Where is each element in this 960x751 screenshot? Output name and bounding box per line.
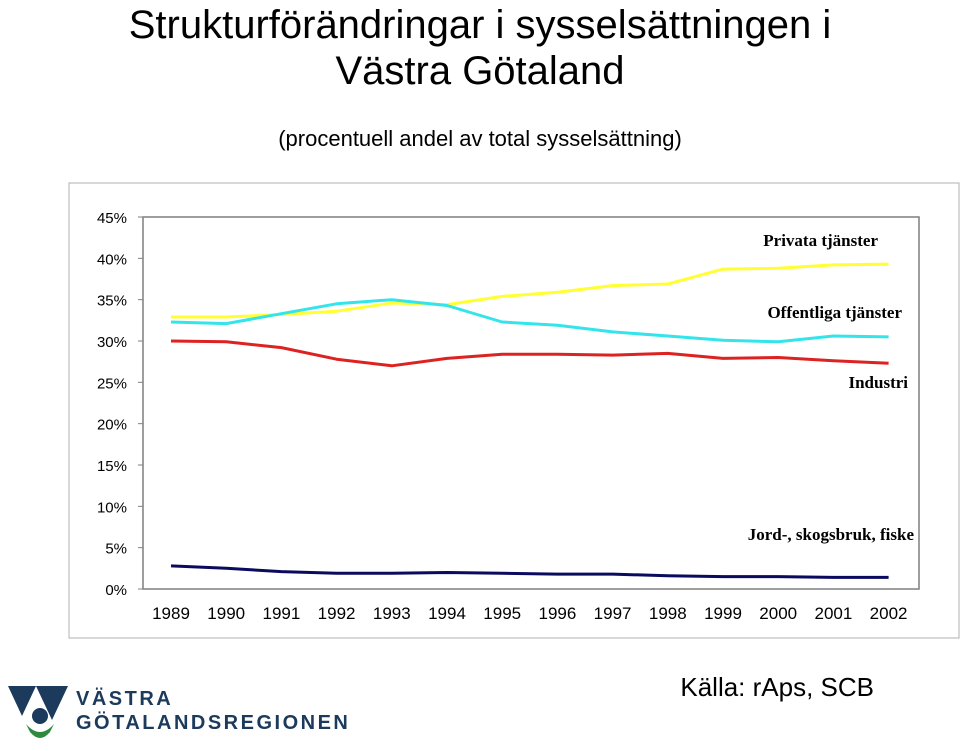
y-tick-label: 25%	[97, 375, 127, 392]
x-tick-label: 2002	[870, 604, 908, 623]
chart-series	[170, 262, 889, 579]
y-tick-label: 30%	[97, 334, 127, 351]
y-tick-label: 40%	[97, 251, 127, 268]
series-label: Industri	[848, 373, 908, 392]
line-chart: 0% 5% 10% 15% 20% 25% 30% 35% 40% 45% 1989 1990 1991…	[68, 182, 960, 639]
x-tick-label: 1992	[318, 604, 356, 623]
y-tick-label: 10%	[97, 499, 127, 516]
x-tick-label: 1989	[152, 604, 190, 623]
x-tick-label: 1993	[373, 604, 411, 623]
y-tick-label: 20%	[97, 417, 127, 434]
series-label: Privata tjänster	[763, 231, 878, 250]
series-line	[171, 262, 889, 319]
x-tick-label: 1996	[538, 604, 576, 623]
logo-mark-icon	[8, 686, 68, 738]
title-line-2: Västra Götaland	[335, 49, 625, 93]
y-tick-label: 0%	[105, 582, 127, 599]
chart-series-labels: Privata tjänster Offentliga tjänster Indus…	[748, 231, 915, 544]
x-tick-label: 1998	[649, 604, 687, 623]
chart-frame	[68, 182, 960, 639]
region-logo: VÄSTRA GÖTALANDSREGIONEN	[6, 680, 348, 749]
chart-title: Strukturförändringar i sysselsättningen …	[0, 2, 960, 94]
y-tick-label: 15%	[97, 458, 127, 475]
title-line-1: Strukturförändringar i sysselsättningen …	[128, 3, 832, 47]
series-line	[170, 298, 889, 344]
x-tick-label: 1995	[483, 604, 521, 623]
chart-axes: 0% 5% 10% 15% 20% 25% 30% 35% 40% 45% 1989 1990 1991…	[97, 210, 920, 623]
y-tick-label: 5%	[105, 541, 127, 558]
x-tick-label: 2001	[814, 604, 852, 623]
source-note: Källa: rAps, SCB	[680, 672, 874, 702]
logo-text-line-1: VÄSTRA	[76, 688, 174, 710]
x-tick-label: 1994	[428, 604, 466, 623]
series-line	[170, 564, 889, 579]
chart-subtitle: (procentuell andel av total sysselsättni…	[278, 126, 682, 151]
y-tick-label: 45%	[97, 210, 127, 227]
plot-area-border	[142, 216, 920, 590]
y-tick-label: 35%	[97, 293, 127, 310]
logo-text-line-2: GÖTALANDSREGIONEN	[76, 712, 351, 734]
x-tick-label: 2000	[759, 604, 797, 623]
series-label: Offentliga tjänster	[767, 303, 902, 322]
x-tick-label: 1990	[207, 604, 245, 623]
series-label: Jord-, skogsbruk, fiske	[748, 525, 915, 544]
x-tick-label: 1999	[704, 604, 742, 623]
x-tick-label: 1997	[594, 604, 632, 623]
series-line	[170, 339, 889, 368]
x-tick-label: 1991	[262, 604, 300, 623]
